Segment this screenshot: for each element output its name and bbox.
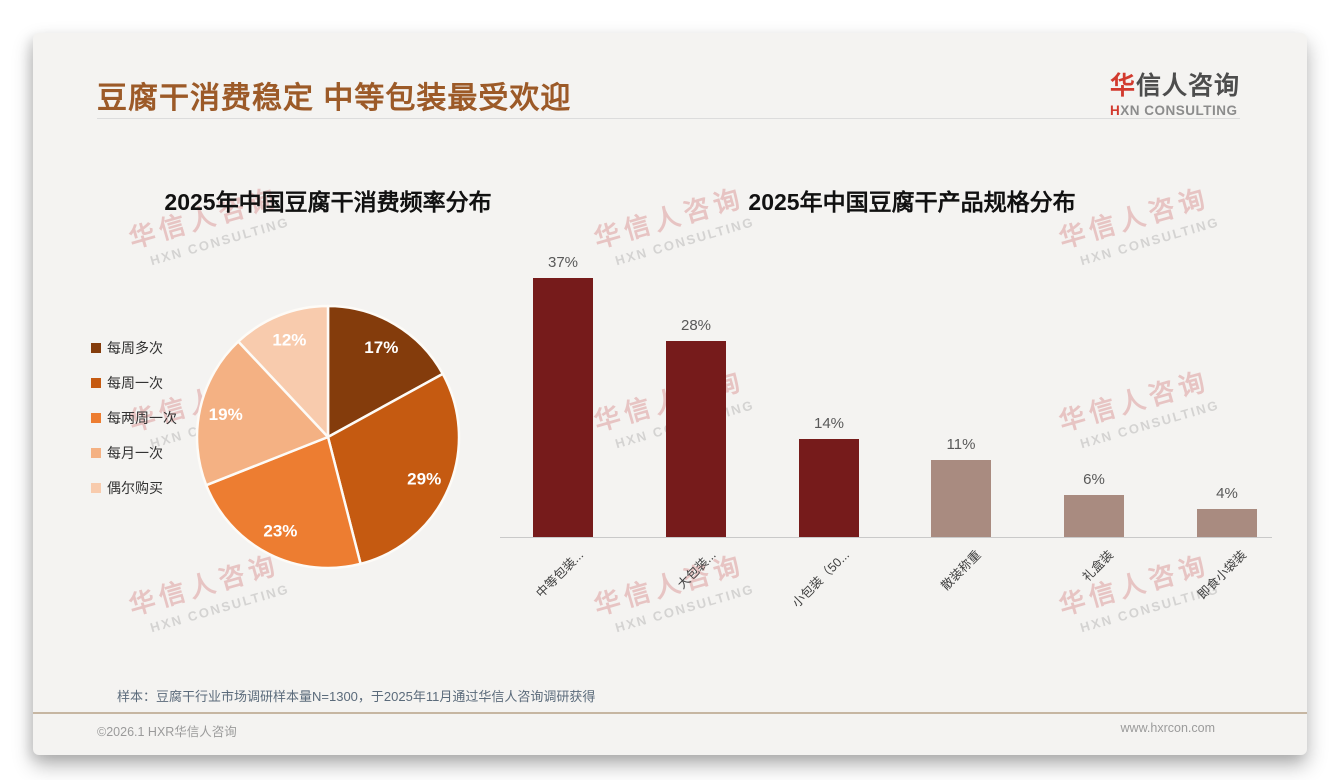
bar-category-label: 礼盒装 [1080, 547, 1117, 585]
pie-data-label: 12% [272, 331, 306, 350]
title-divider [97, 118, 1240, 119]
legend-swatch [91, 378, 101, 388]
logo-cn-rest: 信人咨询 [1135, 72, 1240, 100]
footer-divider [33, 712, 1307, 714]
bar-4 [1064, 495, 1124, 537]
bar-chart: 37% 中等包装... 28% 大包装... 14% 小包装（50... 11% 散装称重 6%… [500, 250, 1272, 610]
company-logo: 华信人咨询 HXN CONSULTING [1110, 66, 1240, 118]
pie-chart: 17% 29% 23% 19% 12% [183, 292, 473, 582]
bar-value-label: 11% [946, 436, 976, 453]
legend-label: 每两周一次 [107, 410, 177, 426]
legend-item: 每周一次 [91, 374, 177, 392]
logo-cn-accent: 华 [1109, 72, 1136, 100]
legend-swatch [91, 343, 101, 353]
logo-en-accent: H [1109, 103, 1121, 118]
legend-swatch [91, 483, 101, 493]
bar-5 [1197, 509, 1257, 537]
bar-category-label: 大包装... [674, 547, 719, 592]
bar-value-label: 14% [813, 415, 845, 432]
logo-cn: 华信人咨询 [1110, 66, 1240, 102]
pie-slice-3 [195, 340, 330, 487]
legend-label: 每周多次 [107, 340, 163, 356]
pie-legend: 每周多次每周一次每两周一次每月一次偶尔购买 [91, 339, 177, 514]
page-title: 豆腐干消费稳定 中等包装最受欢迎 [97, 82, 572, 115]
logo-en-rest: XN CONSULTING [1120, 103, 1238, 118]
bar-value-label: 6% [1083, 471, 1105, 488]
logo-en: HXN CONSULTING [1110, 103, 1240, 118]
bar-value-label: 28% [680, 317, 712, 334]
copyright-text: ©2026.1 HXR华信人咨询 [97, 725, 237, 739]
pie-slice-1 [326, 372, 461, 566]
slide-card: 华信人咨询 HXN CONSULTING 华信人咨询 HXN CONSULTING … [33, 33, 1307, 755]
pie-data-label: 19% [209, 405, 243, 424]
bar-0 [533, 278, 593, 537]
legend-swatch [91, 448, 101, 458]
bar-category-label: 散装称重 [938, 547, 984, 594]
bar-category-label: 中等包装... [533, 547, 586, 601]
bar-category-label: 即食小袋装 [1195, 547, 1250, 602]
bar-value-label: 4% [1216, 485, 1238, 502]
legend-swatch [91, 413, 101, 423]
pie-data-label: 29% [407, 470, 441, 489]
pie-slice-2 [204, 435, 362, 570]
legend-item: 每周多次 [91, 339, 177, 357]
pie-data-label: 17% [364, 338, 398, 357]
bar-category-label: 小包装（50... [789, 547, 852, 611]
pie-slice-4 [237, 304, 330, 439]
legend-label: 每月一次 [107, 445, 163, 461]
legend-label: 偶尔购买 [107, 480, 163, 496]
bar-2 [799, 439, 859, 537]
sample-footnote: 样本：豆腐干行业市场调研样本量N=1300，于2025年11月通过华信人咨询调研… [117, 689, 596, 704]
legend-item: 偶尔购买 [91, 479, 177, 497]
pie-chart-title: 2025年中国豆腐干消费频率分布 [164, 189, 492, 215]
bar-chart-title: 2025年中国豆腐干产品规格分布 [748, 189, 1076, 215]
legend-item: 每两周一次 [91, 409, 177, 427]
bar-value-label: 37% [547, 254, 579, 271]
bar-3 [931, 460, 991, 537]
legend-label: 每周一次 [107, 375, 163, 391]
pie-svg: 17% 29% 23% 19% 12% [195, 304, 461, 570]
pie-slice-0 [326, 304, 445, 439]
bar-1 [666, 341, 726, 537]
legend-item: 每月一次 [91, 444, 177, 462]
website-text: www.hxrcon.com [1120, 721, 1215, 735]
watermark-en-text: HXN CONSULTING [613, 581, 757, 636]
pie-data-label: 23% [263, 521, 297, 540]
